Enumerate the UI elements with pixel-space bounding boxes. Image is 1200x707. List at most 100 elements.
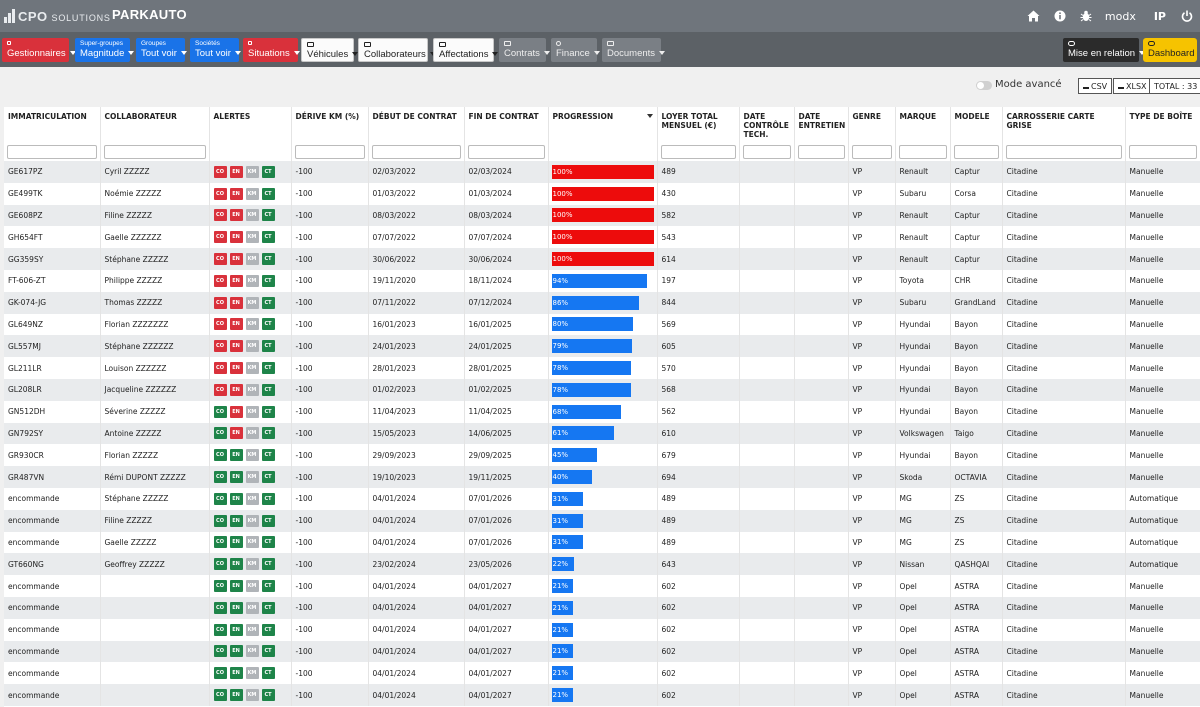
export-xlsx-button[interactable]: XLSX — [1113, 78, 1152, 94]
alert-badge-en[interactable]: EN — [229, 253, 243, 266]
alert-badge-ct[interactable]: CT — [261, 383, 275, 396]
alert-badge-ct[interactable]: CT — [261, 362, 275, 375]
alert-badge-en[interactable]: EN — [229, 165, 243, 178]
alert-badge-ct[interactable]: CT — [261, 209, 275, 222]
alert-badge-co[interactable]: CO — [213, 209, 227, 222]
column-filter-input[interactable] — [371, 144, 461, 159]
alert-badge-km[interactable]: KM — [245, 187, 259, 200]
column-header[interactable]: GENRE — [848, 107, 896, 142]
column-header[interactable]: CARROSSERIE CARTE GRISE — [1002, 107, 1126, 142]
alert-badge-co[interactable]: CO — [213, 492, 227, 505]
column-header[interactable]: DATE ENTRETIEN — [794, 107, 849, 142]
filter-contrats-button[interactable]: Contrats — [499, 38, 550, 62]
alert-badge-ct[interactable]: CT — [261, 492, 275, 505]
mode-avance-toggle[interactable] — [976, 81, 992, 90]
alert-badge-km[interactable]: KM — [245, 689, 259, 702]
column-header[interactable]: LOYER TOTAL MENSUEL (€) — [657, 107, 740, 142]
alert-badge-en[interactable]: EN — [229, 318, 243, 331]
alert-badge-ct[interactable]: CT — [261, 645, 275, 658]
alert-badge-ct[interactable]: CT — [261, 667, 275, 680]
alert-badge-co[interactable]: CO — [213, 536, 227, 549]
table-row[interactable]: GR487VN Rémi DUPONT ZZZZZ CO EN KM CT -100 19/1… — [4, 466, 1200, 488]
column-filter-input[interactable] — [467, 144, 545, 159]
alert-badge-ct[interactable]: CT — [261, 253, 275, 266]
alert-badge-km[interactable]: KM — [245, 165, 259, 178]
table-row[interactable]: GL208LR Jacqueline ZZZZZZ CO EN KM CT -100 01/0… — [4, 378, 1200, 401]
column-header[interactable]: DÉRIVE KM (%) — [291, 107, 369, 142]
column-filter-input[interactable] — [851, 144, 892, 159]
table-row[interactable]: GN792SY Antoine ZZZZZ CO EN KM CT -100 15/05/20… — [4, 422, 1200, 445]
column-header[interactable]: PROGRESSION — [548, 107, 658, 142]
alert-badge-km[interactable]: KM — [245, 231, 259, 244]
alert-badge-ct[interactable]: CT — [261, 340, 275, 353]
table-row[interactable]: GT660NG Geoffrey ZZZZZ CO EN KM CT -100 23/02/2… — [4, 553, 1200, 576]
column-header[interactable]: IMMATRICULATION — [4, 107, 101, 142]
bug-icon[interactable] — [1073, 0, 1099, 32]
alert-badge-en[interactable]: EN — [229, 558, 243, 571]
column-header[interactable]: DATE CONTRÔLE TECH. — [739, 107, 795, 142]
filter-documents-button[interactable]: Documents — [602, 38, 666, 62]
alert-badge-en[interactable]: EN — [229, 362, 243, 375]
alert-badge-en[interactable]: EN — [229, 536, 243, 549]
column-header[interactable]: FIN DE CONTRAT — [464, 107, 549, 142]
alert-badge-ct[interactable]: CT — [261, 689, 275, 702]
alert-badge-co[interactable]: CO — [213, 340, 227, 353]
alert-badge-ct[interactable]: CT — [261, 601, 275, 614]
alert-badge-en[interactable]: EN — [229, 667, 243, 680]
alert-badge-en[interactable]: EN — [229, 383, 243, 396]
home-icon[interactable] — [1021, 0, 1047, 32]
mise-en-relation-button[interactable]: Mise en relation — [1063, 38, 1146, 62]
alert-badge-km[interactable]: KM — [245, 296, 259, 309]
filter-societes-button[interactable]: Sociétés Tout voir — [190, 38, 241, 62]
alert-badge-en[interactable]: EN — [229, 187, 243, 200]
column-filter-input[interactable] — [797, 144, 845, 159]
alert-badge-en[interactable]: EN — [229, 601, 243, 614]
alert-badge-co[interactable]: CO — [213, 471, 227, 484]
alert-badge-ct[interactable]: CT — [261, 231, 275, 244]
alert-badge-km[interactable]: KM — [245, 536, 259, 549]
alert-badge-ct[interactable]: CT — [261, 427, 275, 440]
table-row[interactable]: GE499TK Noémie ZZZZZ CO EN KM CT -100 01/03/202… — [4, 182, 1200, 205]
alert-badge-km[interactable]: KM — [245, 645, 259, 658]
table-row[interactable]: GE617PZ Cyril ZZZZZ CO EN KM CT -100 02/03/2022… — [4, 161, 1200, 183]
column-header[interactable]: DÉBUT DE CONTRAT — [368, 107, 465, 142]
alert-badge-en[interactable]: EN — [229, 405, 243, 418]
table-row[interactable]: GG359SY Stéphane ZZZZZ CO EN KM CT -100 30/06/2… — [4, 248, 1200, 270]
alert-badge-ct[interactable]: CT — [261, 165, 275, 178]
info-icon[interactable] — [1047, 0, 1073, 32]
alert-badge-km[interactable]: KM — [245, 427, 259, 440]
column-filter-input[interactable] — [742, 144, 791, 159]
sort-desc-icon[interactable] — [646, 114, 653, 118]
alert-badge-en[interactable]: EN — [229, 689, 243, 702]
filter-groupes-button[interactable]: Groupes Tout voir — [136, 38, 187, 62]
alert-badge-ct[interactable]: CT — [261, 471, 275, 484]
alert-badge-en[interactable]: EN — [229, 449, 243, 462]
column-filter-input[interactable] — [660, 144, 736, 159]
column-filter-input[interactable] — [7, 144, 97, 159]
alert-badge-km[interactable]: KM — [245, 601, 259, 614]
alert-badge-en[interactable]: EN — [229, 340, 243, 353]
alert-badge-ct[interactable]: CT — [261, 558, 275, 571]
filter-situations-button[interactable]: Situations — [243, 38, 300, 62]
alert-badge-ct[interactable]: CT — [261, 187, 275, 200]
alert-badge-ct[interactable]: CT — [261, 536, 275, 549]
table-row[interactable]: encommande Gaelle ZZZZZ CO EN KM CT -100 04/01/… — [4, 531, 1200, 554]
alert-badge-co[interactable]: CO — [213, 558, 227, 571]
alert-badge-km[interactable]: KM — [245, 362, 259, 375]
alert-badge-km[interactable]: KM — [245, 340, 259, 353]
alert-badge-en[interactable]: EN — [229, 580, 243, 593]
alert-badge-co[interactable]: CO — [213, 405, 227, 418]
alert-badge-en[interactable]: EN — [229, 296, 243, 309]
alert-badge-ct[interactable]: CT — [261, 449, 275, 462]
column-filter-input[interactable] — [898, 144, 947, 159]
alert-badge-km[interactable]: KM — [245, 514, 259, 527]
table-row[interactable]: encommande CO EN KM CT -100 04/01/2024 04/01/20… — [4, 618, 1200, 641]
alert-badge-co[interactable]: CO — [213, 623, 227, 636]
alert-badge-co[interactable]: CO — [213, 165, 227, 178]
alert-badge-en[interactable]: EN — [229, 492, 243, 505]
alert-badge-en[interactable]: EN — [229, 623, 243, 636]
table-row[interactable]: encommande CO EN KM CT -100 04/01/2024 04/01/20… — [4, 684, 1200, 706]
filter-gestionnaires-button[interactable]: Gestionnaires — [2, 38, 76, 62]
table-row[interactable]: GL211LR Louison ZZZZZZ CO EN KM CT -100 28/01/2… — [4, 357, 1200, 379]
alert-badge-co[interactable]: CO — [213, 601, 227, 614]
